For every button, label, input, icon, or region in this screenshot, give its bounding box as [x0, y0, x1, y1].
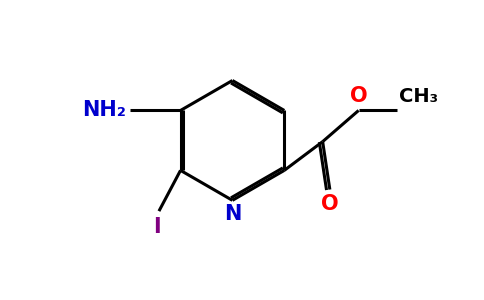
- Text: O: O: [350, 86, 367, 106]
- Text: O: O: [321, 194, 339, 214]
- Text: I: I: [153, 217, 160, 237]
- Text: CH₃: CH₃: [399, 87, 439, 106]
- Text: NH₂: NH₂: [82, 100, 126, 121]
- Text: N: N: [224, 204, 241, 224]
